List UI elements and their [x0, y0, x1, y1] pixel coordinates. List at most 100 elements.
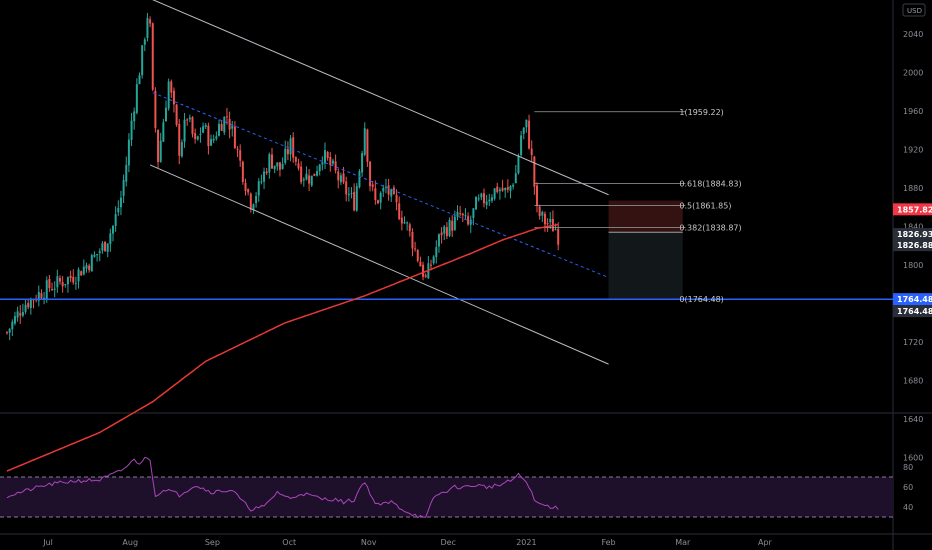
candle-body — [416, 250, 419, 261]
position-target-zone — [608, 232, 683, 300]
candle-body — [496, 186, 499, 192]
candle-body — [114, 214, 117, 227]
candle-body — [467, 216, 470, 225]
candle-body — [263, 171, 266, 182]
price-tag — [893, 228, 932, 241]
time-tick-label: Mar — [675, 538, 691, 547]
candle-body — [138, 75, 141, 85]
moving-average-line — [6, 223, 559, 472]
time-tick-label: 2021 — [516, 538, 536, 547]
price-tag-label: 1826.93 — [897, 230, 932, 239]
rsi-band — [0, 476, 893, 518]
candle-body — [276, 162, 279, 167]
candle-body — [157, 129, 160, 163]
price-tag — [893, 239, 932, 252]
candle-body — [419, 261, 422, 267]
candle-body — [514, 173, 517, 184]
candle-body — [210, 139, 213, 146]
candle-body — [122, 180, 125, 196]
candle-body — [331, 160, 334, 164]
fib-level-label: 0(1764.48) — [679, 295, 723, 304]
candle-body — [377, 200, 379, 204]
candle-body — [440, 232, 443, 236]
price-tags: 1857.82 1826.93 1826.88 1764.48 1764.48 — [893, 203, 932, 318]
candle-body — [146, 18, 149, 38]
candle-body — [207, 125, 210, 147]
candle-body — [464, 215, 467, 217]
candle-body — [180, 142, 183, 157]
candle-body — [74, 282, 77, 284]
candle-body — [422, 264, 425, 277]
candle-body — [490, 197, 493, 201]
rsi-line — [6, 456, 559, 519]
candle-body — [530, 148, 533, 156]
axes: 2040200019601920188018401800176017201680… — [42, 3, 926, 547]
candle-body — [239, 150, 242, 161]
candle-body — [342, 173, 345, 183]
candle-body — [395, 195, 398, 203]
candle-body — [350, 193, 353, 195]
candle-body — [406, 222, 409, 224]
fib-level-label: 0.382(1838.87) — [679, 224, 741, 233]
candle-body — [225, 116, 228, 118]
time-tick-label: Nov — [361, 538, 377, 547]
candle-body — [80, 271, 83, 276]
candle-body — [159, 140, 162, 162]
candle-body — [461, 213, 464, 216]
candle-body — [403, 222, 406, 224]
candle-body — [480, 193, 483, 198]
price-tick-label: 1800 — [903, 261, 923, 270]
candle-body — [443, 226, 446, 234]
candle-body — [313, 173, 316, 176]
candle-body — [51, 289, 54, 291]
candle-body — [374, 188, 377, 201]
candle-body — [522, 127, 525, 134]
candle-body — [286, 149, 289, 155]
candle-body — [517, 155, 520, 174]
candle-body — [379, 192, 382, 203]
candle-body — [135, 84, 138, 113]
candle-body — [398, 203, 401, 220]
candle-body — [324, 150, 326, 164]
price-tag-label: 1826.88 — [897, 241, 932, 250]
candle-body — [130, 120, 133, 140]
price-tag-label: 1764.48 — [897, 295, 932, 304]
candle-body — [382, 187, 385, 192]
candle-body — [271, 154, 273, 169]
candle-body — [512, 184, 515, 187]
candle-body — [353, 191, 356, 211]
candle-body — [347, 194, 350, 196]
candle-body — [165, 107, 167, 122]
price-tick-label: 1960 — [903, 107, 923, 116]
candle-body — [260, 181, 263, 183]
candle-body — [247, 189, 250, 193]
candle-body — [119, 197, 122, 208]
fib-level-label: 0.618(1884.83) — [679, 179, 741, 188]
candle-body — [40, 293, 43, 299]
candle-body — [72, 276, 75, 283]
candle-body — [236, 148, 239, 150]
candle-body — [202, 126, 205, 133]
candle-body — [472, 208, 475, 218]
rsi-band-fill — [0, 477, 893, 517]
time-tick-label: Feb — [601, 538, 615, 547]
rsi-series-line — [6, 456, 559, 519]
candle-body — [451, 220, 454, 231]
candle-body — [255, 196, 258, 204]
candle-body — [233, 126, 236, 149]
candle-body — [112, 226, 114, 234]
candle-body — [228, 118, 231, 130]
candle-body — [281, 163, 284, 169]
candle-body — [278, 162, 281, 170]
candle-body — [493, 188, 496, 199]
candle-body — [96, 254, 99, 256]
candle-body — [538, 206, 541, 216]
candle-body — [59, 278, 61, 282]
candle-body — [284, 148, 287, 163]
candle-body — [387, 185, 390, 195]
candle-body — [345, 181, 348, 195]
candle-body — [292, 137, 295, 158]
candle-body — [536, 185, 538, 206]
